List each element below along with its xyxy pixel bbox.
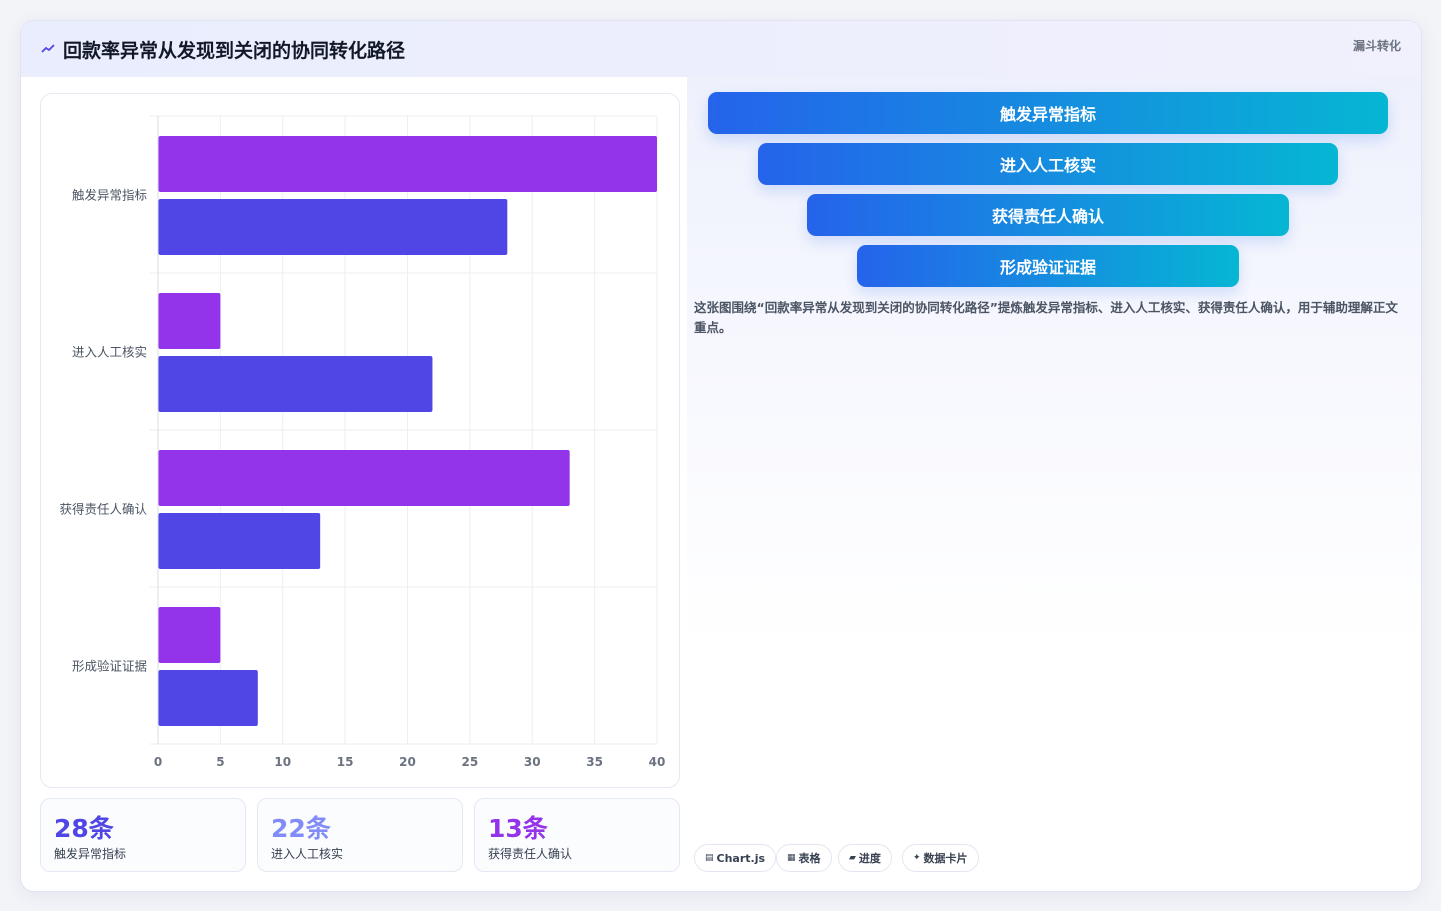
chip-label: Chart.js [716, 851, 766, 865]
progress-icon: ▰ [849, 853, 856, 863]
stat-label: 进入人工核实 [271, 847, 344, 861]
bar [158, 199, 508, 255]
stat-label: 触发异常指标 [54, 847, 127, 861]
chip-data-cards[interactable]: ✦ 数据卡片 [902, 844, 979, 872]
funnel-step-2: 进入人工核实 [758, 143, 1338, 185]
funnel-step-4: 形成验证证据 [857, 245, 1239, 287]
funnel-step-3: 获得责任人确认 [807, 194, 1289, 236]
bar [158, 607, 221, 663]
x-tick-label: 35 [586, 755, 603, 769]
x-tick-label: 25 [462, 755, 479, 769]
chip-table[interactable]: ▦ 表格 [776, 844, 832, 872]
x-tick-label: 5 [216, 755, 224, 769]
x-tick-label: 15 [337, 755, 354, 769]
bar [158, 450, 570, 506]
funnel-step-1: 触发异常指标 [708, 92, 1388, 134]
category-label: 获得责任人确认 [59, 502, 147, 517]
trend-icon [41, 44, 55, 53]
x-tick-label: 20 [399, 755, 416, 769]
bar [158, 670, 258, 726]
chip-label: 数据卡片 [923, 852, 968, 865]
chip-progress[interactable]: ▰ 进度 [838, 844, 892, 872]
chart-panel: 触发异常指标 进入人工核实获得责任人确认形成验证证据 0 5 10 15 20 25 30 35 4… [40, 93, 680, 788]
stat-value: 13条 [488, 814, 548, 843]
stat-card-triggered: 28条 触发异常指标 [40, 798, 246, 872]
table-icon: ▦ [787, 853, 796, 863]
sparkle-icon: ✦ [913, 853, 921, 863]
chip-chartjs[interactable]: ▤ Chart.js [694, 844, 777, 872]
bar [158, 513, 321, 569]
bar [158, 356, 433, 412]
page-title: 回款率异常从发现到关闭的协同转化路径 [63, 40, 406, 62]
chip-label: 进度 [858, 852, 881, 865]
stat-value: 28条 [54, 814, 114, 843]
x-tick-label: 0 [154, 755, 162, 769]
chip-label: 表格 [798, 852, 821, 865]
x-tick-label: 40 [649, 755, 666, 769]
x-tick-label: 10 [274, 755, 291, 769]
category-label: 触发异常指标 [72, 188, 147, 203]
stat-label: 获得责任人确认 [488, 847, 573, 861]
report-card: 回款率异常从发现到关闭的协同转化路径 漏斗转化 触发异常指标 进入人工核实 获得责任… [20, 20, 1422, 892]
stat-value: 22条 [271, 814, 331, 843]
bar [158, 136, 657, 192]
card-header: 回款率异常从发现到关闭的协同转化路径 漏斗转化 [21, 21, 1421, 77]
x-tick-label: 30 [524, 755, 541, 769]
bar [158, 293, 221, 349]
chart-type-tag: 漏斗转化 [1352, 39, 1401, 53]
category-label: 形成验证证据 [72, 659, 147, 674]
chart-icon: ▤ [705, 853, 714, 863]
chart-summary: 这张图围绕“回款率异常从发现到关闭的协同转化路径”提炼触发异常指标、进入人工核实… [694, 300, 1398, 335]
category-label: 进入人工核实 [72, 345, 147, 360]
stat-card-review: 22条 进入人工核实 [257, 798, 463, 872]
stat-card-confirmed: 13条 获得责任人确认 [474, 798, 680, 872]
